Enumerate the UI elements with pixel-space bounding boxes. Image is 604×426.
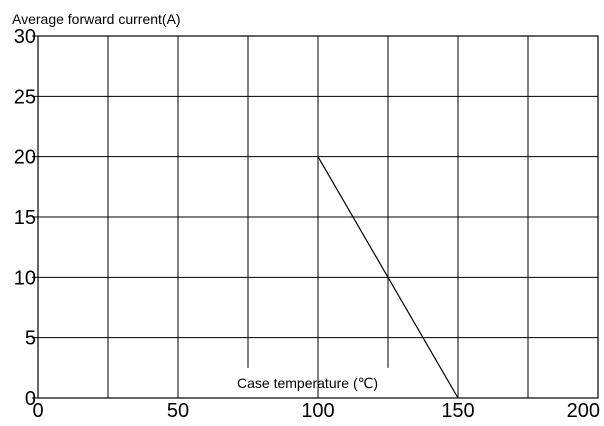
y-tick-label: 25 bbox=[14, 86, 36, 108]
y-tick-label: 15 bbox=[14, 207, 36, 229]
grid-lines bbox=[38, 36, 598, 398]
x-tick-label: 150 bbox=[441, 400, 474, 421]
x-tick-label: 100 bbox=[301, 400, 334, 421]
x-axis-title: Case temperature (℃) bbox=[237, 375, 378, 391]
x-tick-label: 0 bbox=[32, 400, 43, 421]
tick-labels: 0 5 10 15 20 25 30 0 50 100 150 200 bbox=[14, 26, 600, 422]
y-axis-title: Average forward current(A) bbox=[12, 11, 181, 27]
y-tick-label: 20 bbox=[14, 147, 36, 169]
y-tick-label: 30 bbox=[14, 26, 36, 48]
y-tick-label: 5 bbox=[25, 328, 36, 350]
x-tick-label: 50 bbox=[167, 400, 189, 421]
x-tick-label: 200 bbox=[567, 400, 600, 421]
y-tick-label: 0 bbox=[25, 388, 36, 410]
series-line bbox=[317, 156, 459, 399]
y-tick-label: 10 bbox=[14, 267, 36, 289]
series-group bbox=[317, 156, 459, 399]
axis-frame bbox=[32, 35, 599, 399]
